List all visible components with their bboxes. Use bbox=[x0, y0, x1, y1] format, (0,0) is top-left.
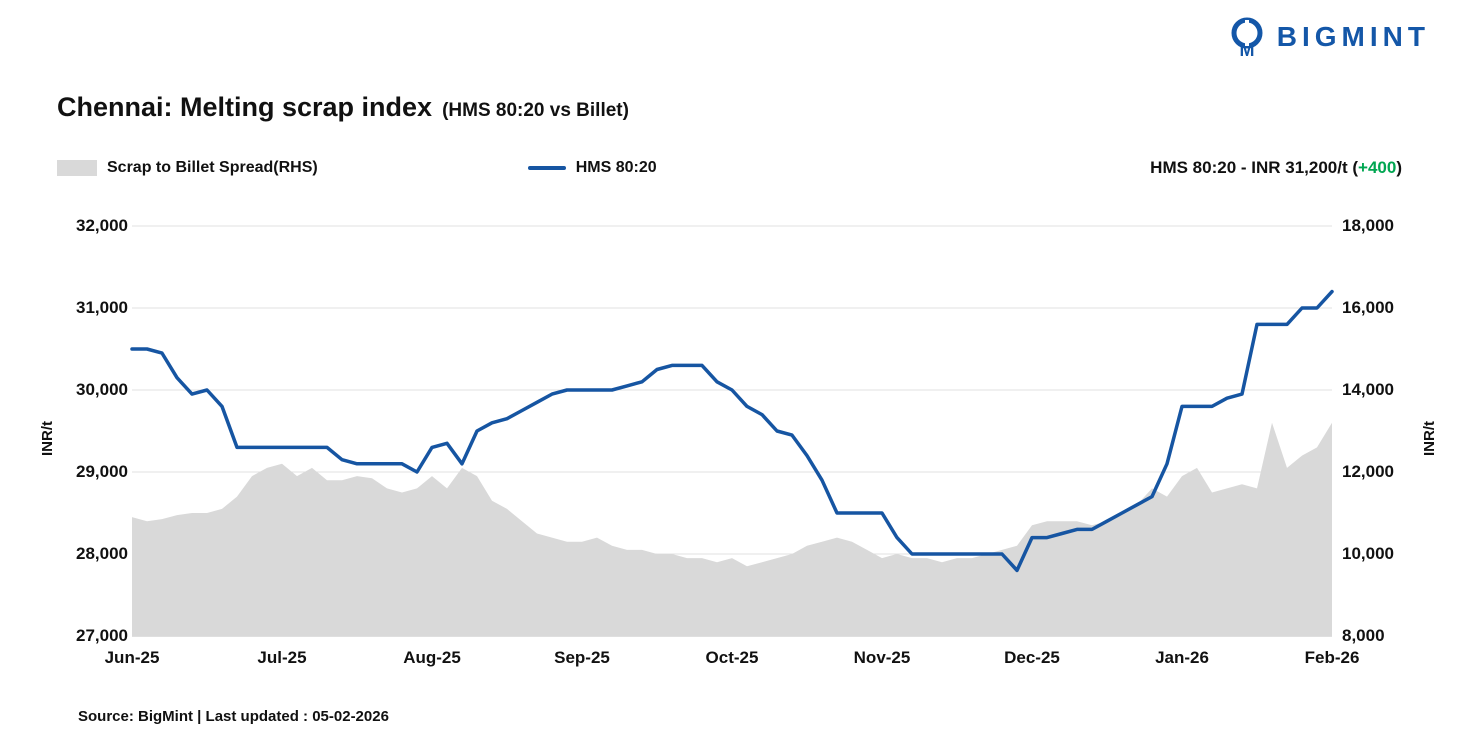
x-axis-tick-label: Feb-26 bbox=[1304, 648, 1360, 667]
right-axis-tick-label: 8,000 bbox=[1342, 626, 1385, 645]
spread-area-series bbox=[132, 422, 1332, 636]
annotation-change: +400 bbox=[1358, 158, 1397, 177]
x-axis-tick-label: Jun-25 bbox=[104, 648, 160, 667]
chart-subtitle: (HMS 80:20 vs Billet) bbox=[442, 100, 629, 121]
bigmint-logo: M BIGMINT bbox=[1227, 16, 1430, 58]
source-footer: Source: BigMint | Last updated : 05-02-2… bbox=[78, 708, 389, 725]
left-axis-tick-label: 28,000 bbox=[76, 544, 128, 563]
right-axis-ticks: 18,000 16,000 14,000 12,000 10,000 8,000 bbox=[1342, 216, 1432, 645]
left-axis-tick-label: 30,000 bbox=[76, 380, 128, 399]
right-axis-tick-label: 14,000 bbox=[1342, 380, 1394, 399]
spread-area-swatch bbox=[57, 160, 97, 176]
left-axis-tick-label: 29,000 bbox=[76, 462, 128, 481]
chart-title: Chennai: Melting scrap index bbox=[57, 92, 433, 122]
latest-price-annotation: HMS 80:20 - INR 31,200/t (+400) bbox=[1150, 158, 1402, 178]
x-axis-tick-label: Sep-25 bbox=[554, 648, 610, 667]
legend-item-hms: HMS 80:20 bbox=[527, 159, 657, 177]
chart-title-row: Chennai: Melting scrap index (HMS 80:20 … bbox=[57, 92, 629, 123]
hms-legend-label: HMS 80:20 bbox=[575, 159, 657, 176]
left-axis-tick-label: 32,000 bbox=[76, 216, 128, 235]
left-axis-tick-label: 27,000 bbox=[76, 626, 128, 645]
chart-canvas bbox=[130, 225, 1334, 637]
x-axis-ticks: Jun-25 Jul-25 Aug-25 Sep-25 Oct-25 Nov-25 Dec-… bbox=[105, 648, 1360, 672]
plot-area bbox=[130, 225, 1334, 637]
annotation-suffix: ) bbox=[1396, 158, 1402, 177]
right-axis-tick-label: 18,000 bbox=[1342, 216, 1394, 235]
x-axis-tick-label: Aug-25 bbox=[403, 648, 461, 667]
left-axis-ticks: 32,000 31,000 30,000 29,000 28,000 27,000 bbox=[40, 216, 128, 645]
right-axis-tick-label: 16,000 bbox=[1342, 298, 1394, 317]
right-axis-tick-label: 12,000 bbox=[1342, 462, 1394, 481]
left-axis-title: INR/t bbox=[39, 421, 56, 456]
left-axis-tick-label: 31,000 bbox=[76, 298, 128, 317]
bigmint-logo-text: BIGMINT bbox=[1276, 21, 1430, 52]
hms-line-series bbox=[130, 289, 1334, 573]
x-axis-tick-label: Dec-25 bbox=[1004, 648, 1060, 667]
annotation-prefix: HMS 80:20 - INR 31,200/t ( bbox=[1150, 158, 1359, 177]
x-axis-tick-label: Oct-25 bbox=[705, 648, 759, 667]
x-axis-tick-label: Jan-26 bbox=[1155, 648, 1209, 667]
hms-line-swatch bbox=[527, 166, 566, 170]
x-axis-tick-label: Jul-25 bbox=[257, 648, 307, 667]
right-axis-tick-label: 10,000 bbox=[1342, 544, 1394, 563]
bigmint-logo-icon: M bbox=[1231, 17, 1263, 58]
spread-legend-label: Scrap to Billet Spread(RHS) bbox=[107, 159, 318, 176]
svg-text:M: M bbox=[1239, 40, 1254, 58]
right-axis-title: INR/t bbox=[1421, 421, 1438, 456]
x-axis-tick-label: Nov-25 bbox=[853, 648, 911, 667]
legend-item-spread: Scrap to Billet Spread(RHS) bbox=[57, 159, 318, 177]
legend-row: Scrap to Billet Spread(RHS) HMS 80:20 HM… bbox=[57, 158, 1402, 178]
